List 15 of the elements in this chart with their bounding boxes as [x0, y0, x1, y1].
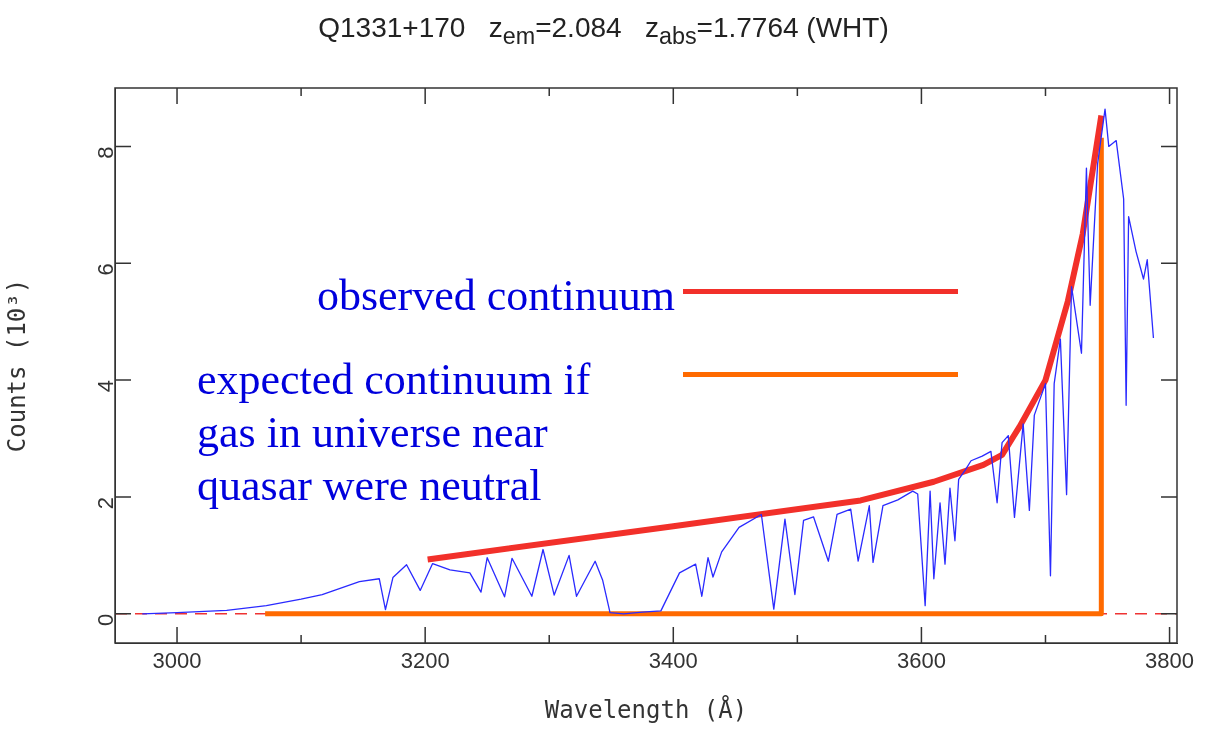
x-tick-label: 3400	[648, 648, 698, 674]
legend-label: expected continuum if gas in universe near quasar were neutral	[197, 354, 592, 512]
x-axis-title: Wavelength (Å)	[544, 694, 748, 724]
legend-label: observed continuum	[316, 270, 675, 322]
y-tick-label: 2	[93, 496, 119, 510]
y-tick-label: 0	[93, 613, 119, 627]
y-tick-label: 6	[93, 263, 119, 276]
x-tick-label: 3000	[152, 648, 202, 674]
y-axis-title: Counts (10³)	[2, 278, 31, 453]
chart-title: Q1331+170 z$_{em}$=2.084 z$_{abs}$=1.7764 (WHT)	[317, 12, 890, 50]
x-tick-label: 3200	[400, 648, 450, 674]
y-tick-label: 8	[93, 146, 119, 159]
x-tick-label: 3600	[896, 648, 946, 674]
x-tick-label: 3800	[1145, 648, 1195, 674]
y-tick-label: 4	[93, 380, 119, 393]
